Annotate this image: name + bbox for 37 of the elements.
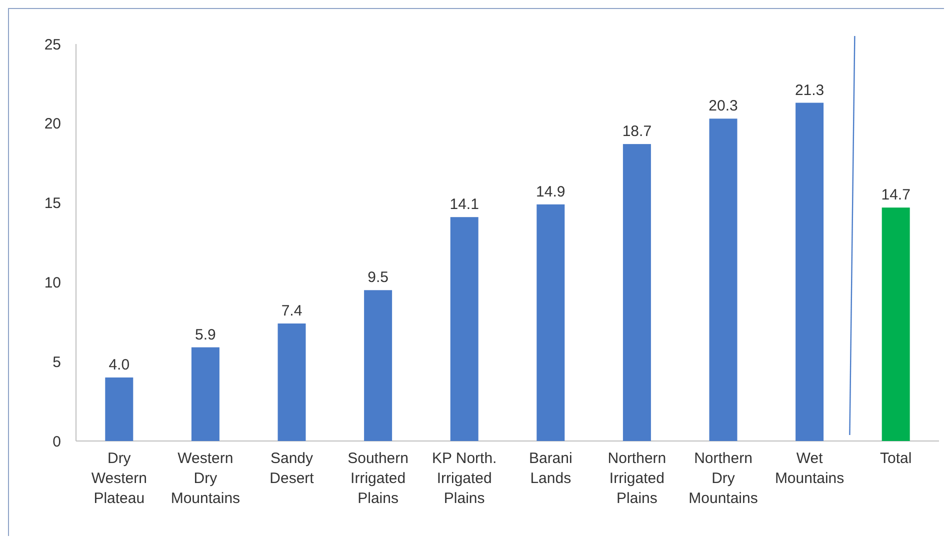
bar [364, 290, 392, 441]
x-tick-label: Wet Mountains [774, 450, 844, 487]
bar [105, 377, 134, 441]
bar [709, 118, 738, 441]
y-tick-label: 5 [52, 354, 61, 371]
x-tick-label: Dry Western Plateau [91, 450, 147, 507]
bar [796, 102, 824, 441]
data-label: 14.9 [536, 183, 566, 200]
data-label: 9.5 [368, 269, 388, 286]
x-tick-label: Northern Dry Mountains [688, 450, 758, 507]
x-tick-label: Southern Irrigated Plains [348, 450, 408, 507]
x-tick-label: KP North. Irrigated Plains [432, 450, 497, 507]
data-label: 4.0 [108, 356, 130, 374]
y-tick-label: 0 [52, 433, 61, 450]
data-label: 14.1 [450, 196, 479, 214]
data-label: 7.4 [281, 302, 302, 320]
y-tick-label: 20 [44, 116, 61, 133]
bar [536, 204, 565, 441]
x-tick-label: Sandy Desert [270, 450, 315, 487]
data-label: 14.7 [881, 186, 910, 204]
x-tick-label: Western Dry Mountains [170, 450, 240, 507]
bar [622, 144, 651, 441]
x-tick-label: Total [880, 450, 912, 467]
bar [450, 217, 478, 441]
x-tick-label: Barani Lands [528, 450, 572, 487]
bar [882, 208, 910, 441]
x-tick-label: Northern Irrigated Plains [608, 450, 666, 507]
frame: 0 5 10 15 20 25 Dry Western Plateau Western Dry Mountains Sandy Desert Southern Irrigated Plains KP North. Irrigated Plains Barani Lands Northern Irrigated Plains Northern Dry Mountains Wet Mountains Total 4.0 5.9 7.4 9.5 14.1 14.9 18.7 20.3 21.3 14.7 [8, 8, 944, 536]
y-tick-label: 15 [44, 195, 61, 212]
y-tick-label: 25 [44, 36, 61, 54]
bar [191, 347, 220, 441]
data-label: 21.3 [794, 82, 824, 99]
bar [278, 323, 306, 441]
data-label: 5.9 [195, 326, 216, 344]
data-label: 20.3 [708, 98, 738, 115]
y-tick-label: 10 [44, 274, 61, 292]
data-label: 18.7 [622, 123, 652, 140]
